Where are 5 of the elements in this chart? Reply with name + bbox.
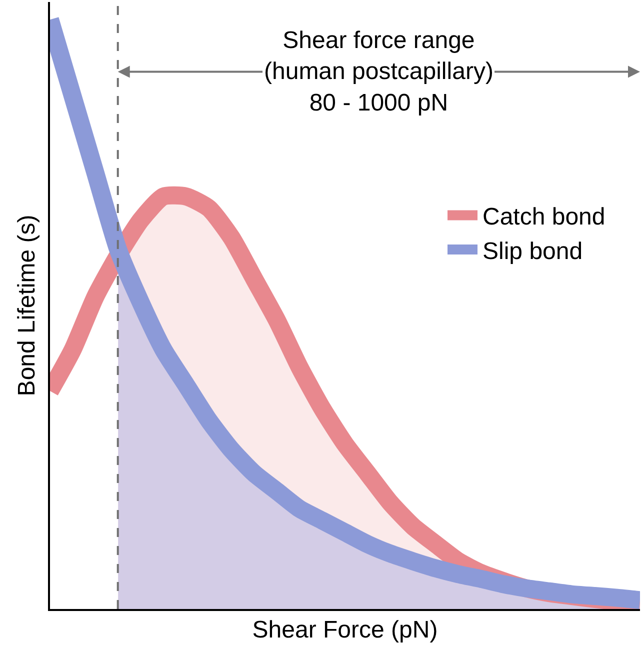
y-axis-title: Bond Lifetime (s) (14, 214, 41, 396)
legend-label: Catch bond (482, 204, 606, 231)
legend-label: Slip bond (482, 238, 583, 265)
x-axis-title: Shear Force (pN) (252, 616, 438, 644)
annotation: Shear force range (human postcapillary) 80 - 1000 pN (264, 27, 494, 116)
